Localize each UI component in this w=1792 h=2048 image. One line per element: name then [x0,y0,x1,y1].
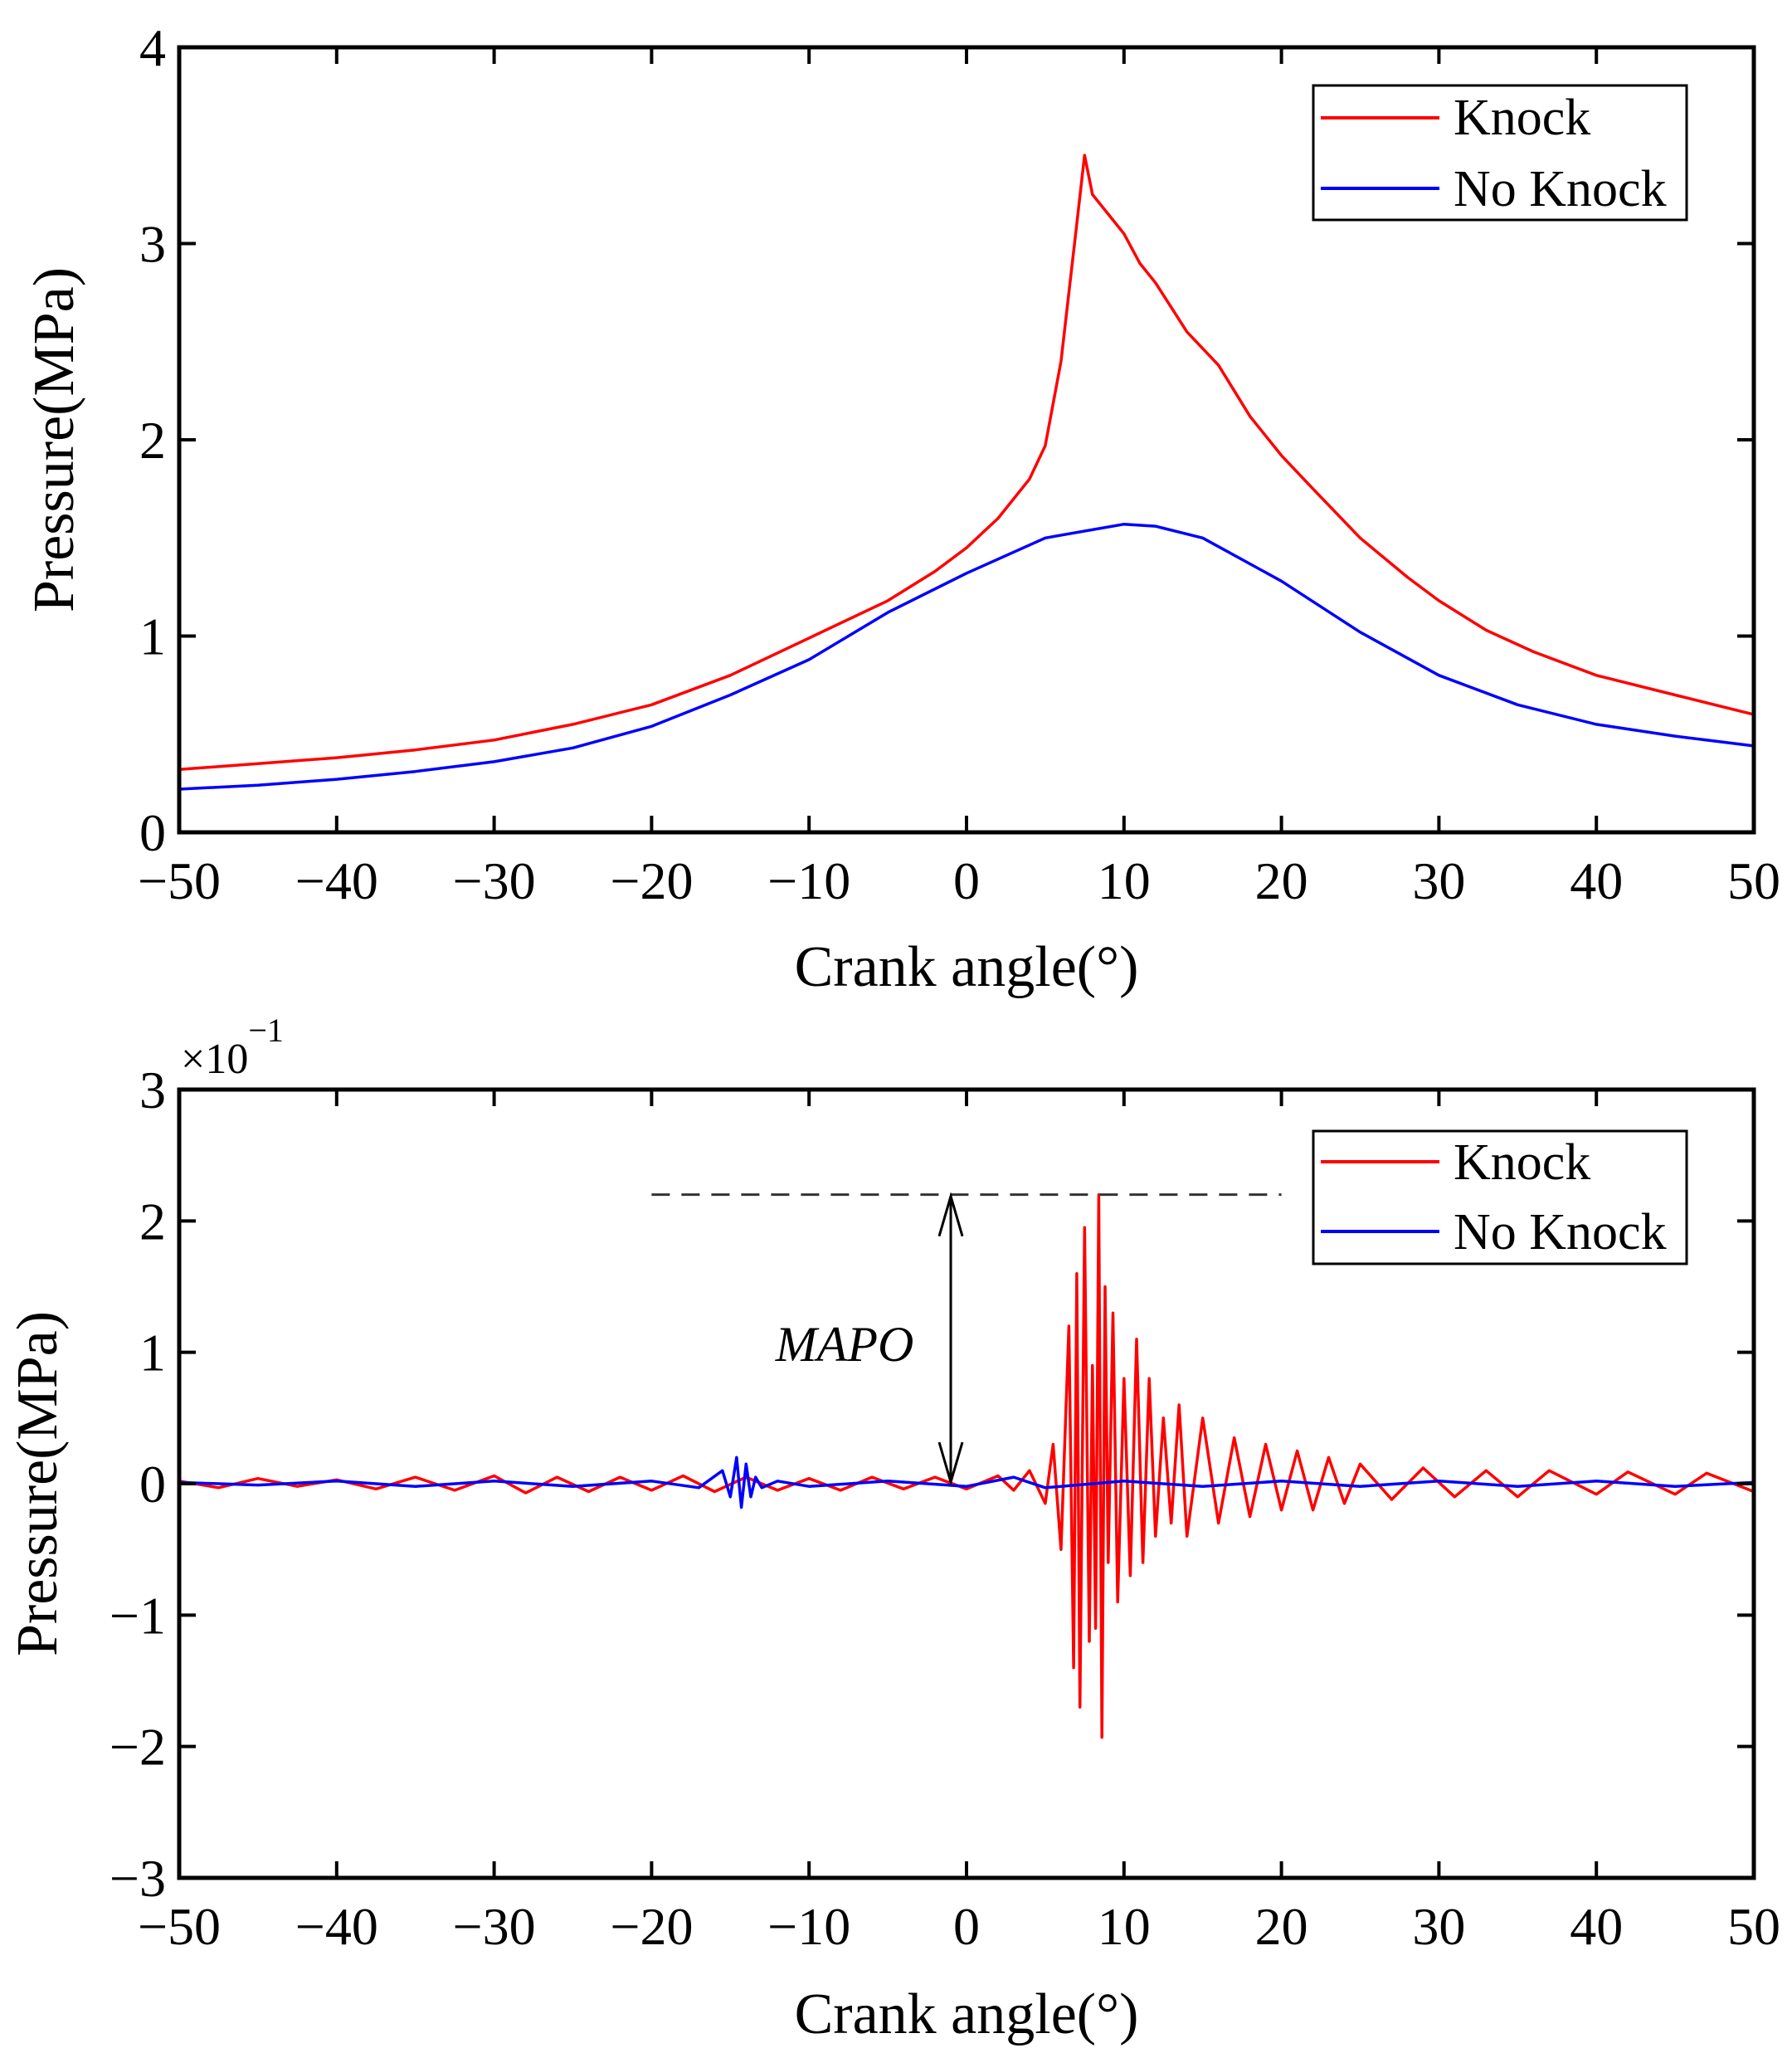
y-tick-label: −3 [110,1849,166,1908]
y-tick-label: 3 [139,1061,166,1119]
mapo-arrow-head-bottom [937,1441,964,1487]
legend: Knock No Knock [1312,84,1688,222]
x-tick-label: −50 [138,1897,221,1956]
series-line-no-knock [178,522,1755,791]
x-tick-label: 40 [1570,1897,1623,1956]
y-tick-label: 4 [139,18,166,77]
y-axis-multiplier: ×10−1 [181,1012,284,1083]
legend: Knock No Knock [1312,1129,1688,1265]
y-tick-label: 2 [139,1192,166,1251]
y-axis-label: Pressure(MPa) [22,267,86,612]
x-tick-label: 10 [1098,851,1151,910]
plot-area [178,1192,1755,1739]
x-tick-label: 50 [1727,1897,1780,1956]
x-tick-label: 30 [1412,851,1465,910]
x-tick-label: −20 [610,851,693,910]
axis-ticks: −50 −40 −30 −20 −10 0 10 20 30 40 50 0 1 2 3 4 [138,18,1780,910]
x-tick-label: −20 [610,1897,693,1956]
x-tick-label: 0 [953,1897,980,1956]
x-tick-label: 20 [1255,1897,1308,1956]
x-tick-label: 50 [1727,851,1780,910]
legend-label-knock: Knock [1454,90,1590,146]
x-tick-label: −40 [295,1897,378,1956]
x-tick-label: −40 [295,851,378,910]
y-tick-label: 0 [139,1455,166,1514]
pressure-chart: −50 −40 −30 −20 −10 0 10 20 30 40 50 0 1 2 3 4 Crank an… [22,18,1780,999]
x-axis-label: Crank angle(°) [795,1982,1139,2046]
x-tick-label: −50 [138,851,221,910]
x-tick-label: 30 [1412,1897,1465,1956]
legend-box [1312,1129,1688,1265]
series-line-knock [178,154,1755,772]
x-tick-label: −10 [767,851,850,910]
multiplier-exponent: −1 [248,1012,284,1049]
x-tick-label: −10 [767,1897,850,1956]
x-tick-label: 0 [953,851,980,910]
y-tick-label: 1 [139,1324,166,1382]
x-tick-label: −30 [453,1897,536,1956]
x-axis-label: Crank angle(°) [795,935,1139,999]
multiplier-base: ×10 [181,1036,248,1083]
x-tick-label: −30 [453,851,536,910]
x-tick-label: 10 [1098,1897,1151,1956]
series-line-no-knock [178,1456,1755,1509]
legend-label-no-knock: No Knock [1454,161,1667,217]
x-tick-label: 20 [1255,851,1308,910]
plot-area [178,154,1755,791]
mapo-arrow-head-top [937,1192,964,1237]
y-tick-label: 0 [139,803,166,862]
legend-label-no-knock: No Knock [1454,1204,1667,1260]
legend-label-knock: Knock [1454,1134,1590,1191]
y-tick-label: −1 [110,1586,166,1645]
series-line-knock [178,1192,1755,1739]
mapo-label: MAPO [775,1317,914,1372]
y-tick-label: 3 [139,215,166,274]
y-tick-label: 1 [139,607,166,666]
y-tick-label: 2 [139,411,166,470]
y-axis-label: Pressure(MPa) [6,1311,70,1656]
x-tick-label: 40 [1570,851,1623,910]
legend-box [1312,84,1688,222]
y-tick-label: −2 [110,1718,166,1777]
mapo-annotation [651,1192,1282,1487]
